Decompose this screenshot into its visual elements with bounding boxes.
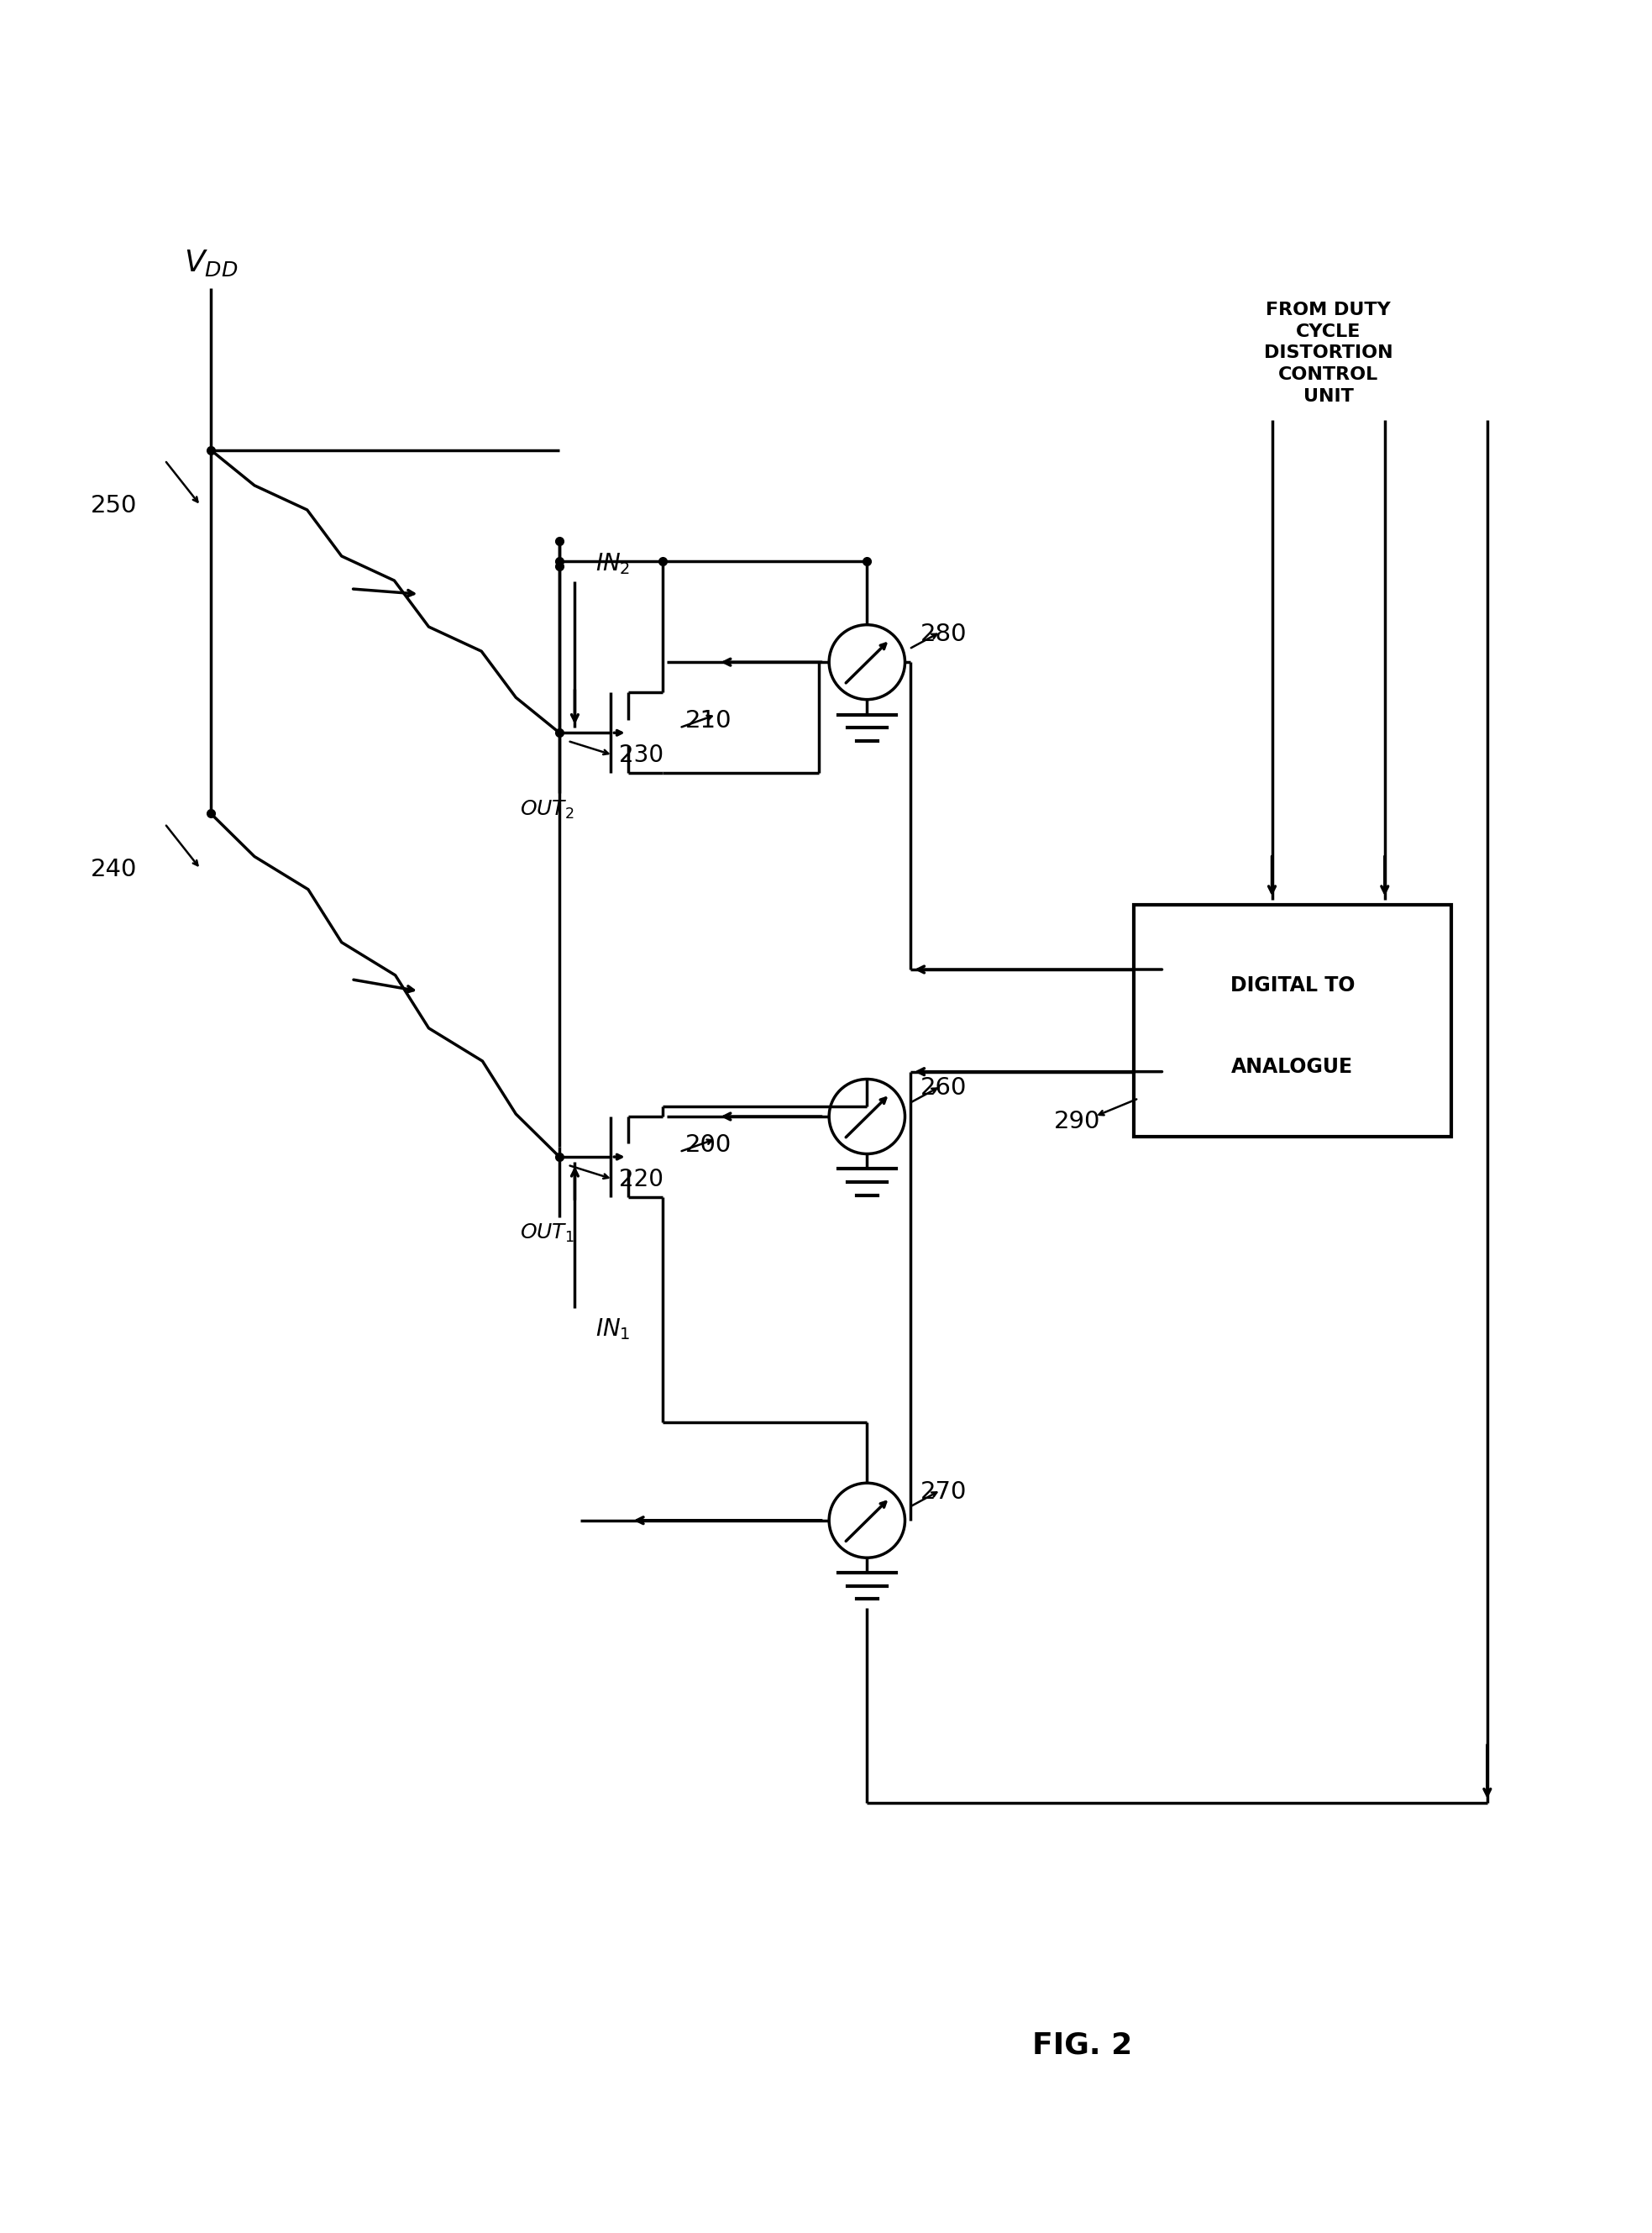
Text: FIG. 2: FIG. 2: [1032, 2032, 1132, 2059]
Text: $OUT_2$: $OUT_2$: [520, 799, 575, 820]
Text: 270: 270: [920, 1480, 966, 1503]
Text: $V_{DD}$: $V_{DD}$: [183, 248, 238, 279]
Text: $IN_2$: $IN_2$: [595, 552, 629, 576]
Text: 200: 200: [686, 1132, 732, 1157]
Text: $OUT_1$: $OUT_1$: [520, 1221, 575, 1244]
Text: ANALOGUE: ANALOGUE: [1231, 1056, 1353, 1076]
Text: 260: 260: [920, 1076, 966, 1101]
Text: FROM DUTY
CYCLE
DISTORTION
CONTROL
UNIT: FROM DUTY CYCLE DISTORTION CONTROL UNIT: [1264, 301, 1393, 404]
Text: DIGITAL TO: DIGITAL TO: [1231, 976, 1355, 996]
Text: 290: 290: [1054, 1110, 1100, 1134]
Bar: [1133, 904, 1452, 1137]
Text: $IN_1$: $IN_1$: [595, 1317, 631, 1342]
Text: 250: 250: [91, 493, 137, 518]
Text: 280: 280: [920, 623, 966, 645]
Text: 210: 210: [686, 708, 732, 732]
Text: 240: 240: [91, 857, 137, 880]
Text: 230: 230: [620, 744, 664, 766]
Text: 220: 220: [620, 1168, 664, 1190]
